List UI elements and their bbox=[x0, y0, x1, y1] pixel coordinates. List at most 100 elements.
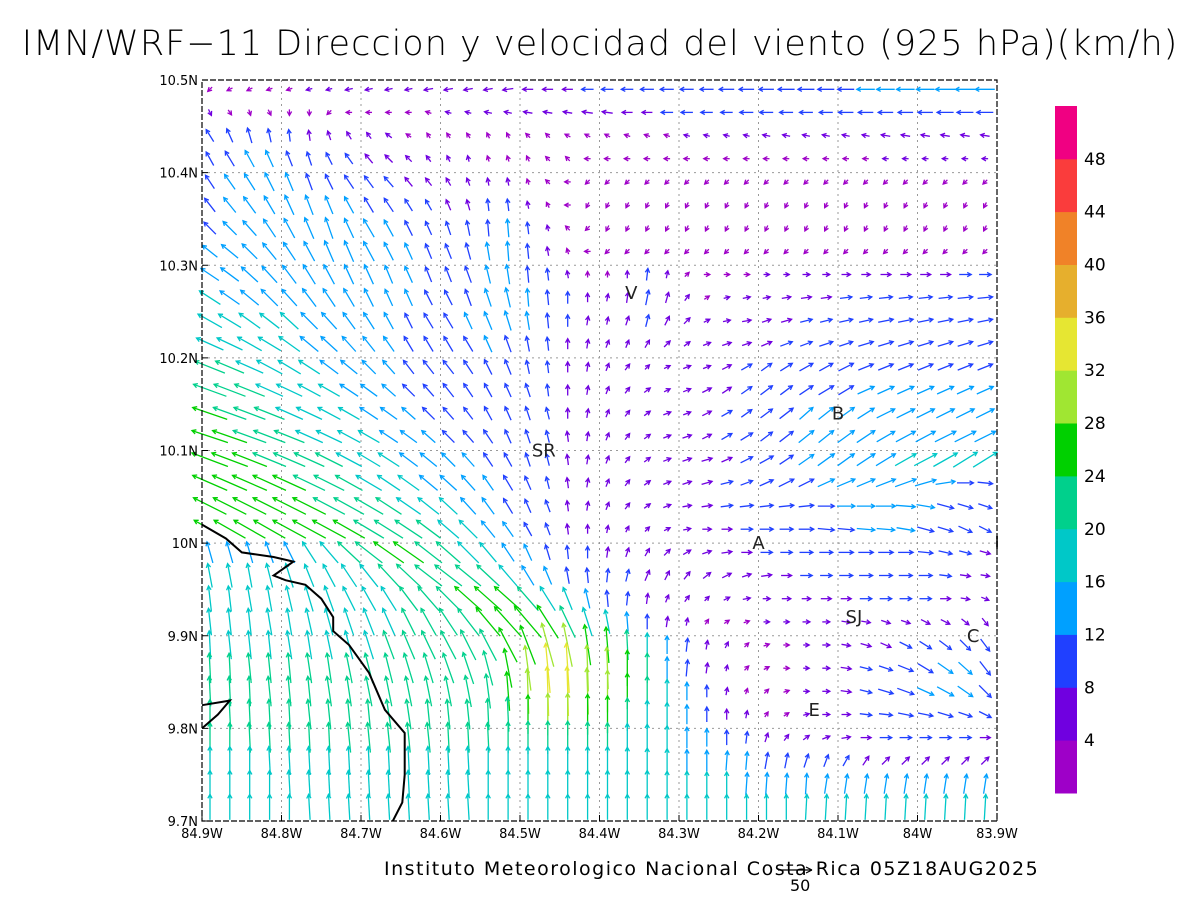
wind-vector bbox=[701, 456, 714, 462]
colorbar-label: 4 bbox=[1084, 731, 1095, 751]
wind-vector bbox=[284, 171, 294, 192]
wind-vector bbox=[384, 109, 392, 116]
wind-vector bbox=[564, 476, 571, 489]
wind-vector bbox=[524, 382, 531, 398]
wind-vector bbox=[382, 335, 395, 352]
wind-vector bbox=[817, 452, 836, 467]
wind-vector bbox=[442, 382, 455, 398]
wind-vector bbox=[682, 387, 692, 393]
wind-vector bbox=[717, 86, 735, 92]
wind-vector bbox=[820, 572, 834, 579]
wind-vector bbox=[740, 363, 753, 371]
wind-vector bbox=[723, 793, 730, 820]
wind-vector bbox=[524, 264, 531, 283]
wind-vector bbox=[678, 86, 694, 92]
wind-vector bbox=[306, 793, 312, 820]
wind-vector bbox=[664, 724, 670, 750]
wind-vector bbox=[704, 705, 710, 722]
wind-vector bbox=[902, 179, 909, 185]
wind-vector bbox=[232, 406, 266, 421]
colorbar-label: 24 bbox=[1084, 467, 1106, 487]
wind-vector bbox=[342, 585, 356, 611]
wind-vector bbox=[761, 572, 774, 579]
wind-vector bbox=[759, 502, 775, 509]
wind-vector bbox=[266, 769, 273, 798]
wind-vector bbox=[305, 150, 313, 166]
wind-vector bbox=[354, 541, 383, 564]
wind-vector bbox=[207, 769, 213, 798]
wind-vector bbox=[314, 452, 343, 468]
wind-vector bbox=[306, 109, 313, 117]
wind-vector bbox=[744, 641, 750, 648]
wind-vector bbox=[365, 698, 372, 730]
wind-vector bbox=[225, 86, 233, 92]
wind-vector bbox=[541, 86, 554, 92]
wind-vector bbox=[543, 543, 551, 561]
wind-vector bbox=[402, 651, 414, 684]
wind-vector bbox=[403, 86, 413, 93]
wind-vector bbox=[584, 314, 591, 326]
wind-vector bbox=[663, 410, 673, 416]
wind-vector bbox=[744, 771, 750, 796]
wind-vector bbox=[624, 610, 630, 632]
wind-vector bbox=[404, 109, 412, 116]
wind-vector bbox=[896, 109, 914, 116]
wind-vector bbox=[443, 335, 454, 352]
wind-vector bbox=[837, 406, 856, 420]
wind-vector bbox=[841, 156, 849, 162]
wind-vector bbox=[860, 642, 873, 649]
lon-tick-label: 84.4W bbox=[579, 827, 621, 842]
wind-vector bbox=[293, 452, 325, 468]
wind-vector bbox=[883, 772, 890, 794]
wind-vector bbox=[504, 670, 511, 711]
wind-vector bbox=[760, 340, 773, 347]
wind-vector bbox=[776, 86, 795, 92]
wind-vector bbox=[798, 453, 815, 466]
wind-vector bbox=[802, 734, 811, 741]
wind-vector bbox=[207, 793, 213, 820]
wind-vector bbox=[284, 194, 295, 216]
wind-vector bbox=[392, 541, 425, 564]
wind-vector bbox=[343, 86, 353, 93]
colorbar-label: 32 bbox=[1084, 361, 1106, 381]
wind-vector bbox=[762, 595, 772, 602]
wind-vector bbox=[244, 149, 255, 168]
wind-vector bbox=[424, 198, 433, 211]
wind-vector bbox=[304, 651, 313, 684]
wind-vector bbox=[624, 291, 631, 303]
wind-vector bbox=[796, 86, 815, 92]
wind-vector bbox=[265, 651, 272, 684]
wind-vector bbox=[899, 641, 913, 649]
wind-vector bbox=[899, 734, 913, 741]
wind-vector bbox=[742, 156, 750, 162]
wind-vector bbox=[238, 312, 261, 329]
lon-tick-label: 84.3W bbox=[658, 827, 700, 842]
wind-vector bbox=[839, 572, 855, 579]
wind-vector bbox=[822, 271, 832, 278]
wind-vector bbox=[583, 248, 591, 255]
wind-vector bbox=[664, 569, 671, 581]
wind-vector bbox=[899, 132, 911, 139]
wind-vector bbox=[760, 549, 774, 556]
wind-vector bbox=[604, 524, 611, 534]
wind-vector bbox=[285, 150, 294, 167]
wind-vector bbox=[684, 293, 691, 302]
wind-vector bbox=[385, 769, 392, 798]
wind-vector bbox=[684, 680, 690, 701]
wind-vector bbox=[877, 362, 895, 371]
wind-vector bbox=[863, 793, 870, 820]
wind-vector bbox=[212, 383, 246, 397]
wind-vector bbox=[605, 385, 611, 395]
wind-vector bbox=[842, 179, 849, 185]
wind-vector bbox=[759, 455, 775, 465]
wind-vector bbox=[895, 86, 915, 92]
wind-vector bbox=[263, 194, 276, 215]
wind-vector bbox=[605, 501, 611, 511]
wind-vector bbox=[337, 406, 360, 420]
wind-vector bbox=[903, 225, 909, 233]
wind-vector bbox=[401, 383, 416, 397]
colorbar-label: 8 bbox=[1084, 678, 1095, 698]
wind-vector bbox=[663, 526, 672, 532]
wind-vector bbox=[863, 225, 869, 233]
wind-vector bbox=[365, 769, 372, 798]
